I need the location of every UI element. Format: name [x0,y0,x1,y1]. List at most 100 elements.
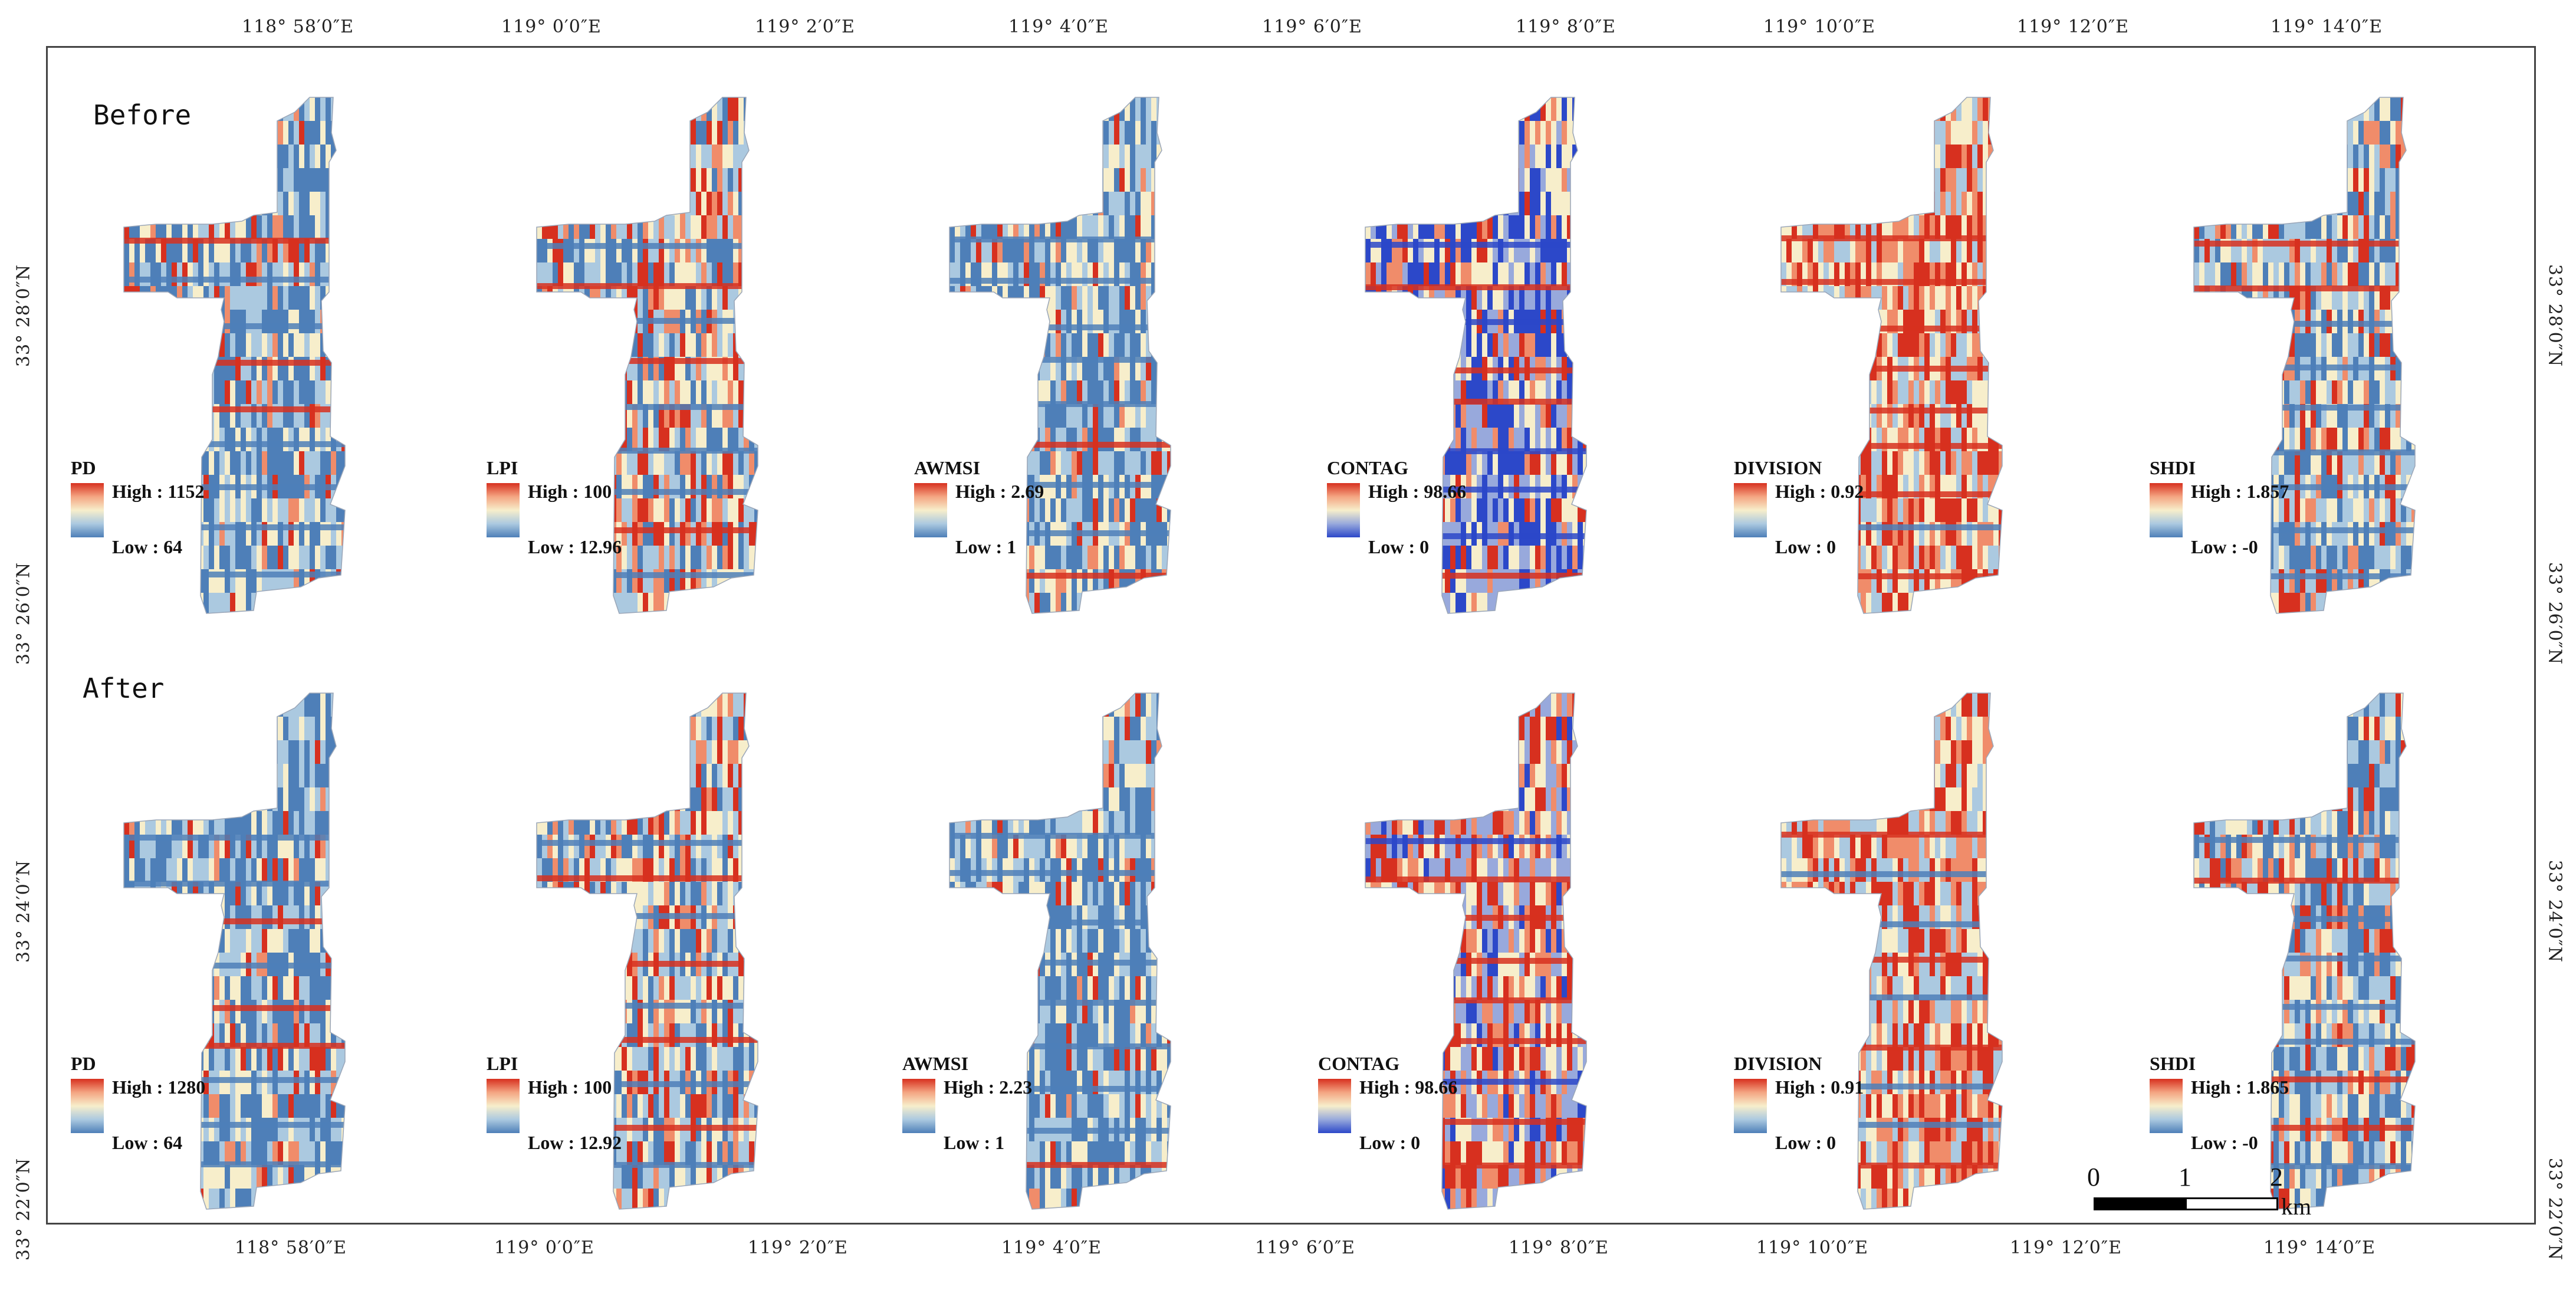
map-after-awmsi [949,692,1171,1210]
bottom-tick-label: 119° 14′0″E [2263,1238,2375,1258]
legend-low: Low : 0 [1775,1132,1836,1153]
legend-low: Low : 64 [112,536,183,557]
map-after-pd [123,692,346,1210]
legend-after-division: DIVISION High : 0.91 Low : 0 [1734,1053,1923,1153]
legend-low: Low : -0 [2191,536,2258,557]
left-tick-label: 33° 28′0″N [13,264,34,367]
legend-high: High : 2.69 [955,481,1044,502]
map-before-awmsi [949,97,1171,614]
color-ramp [1734,1079,1767,1133]
legend-high: High : 100 [528,481,612,502]
legend-low: Low : 12.96 [528,536,622,557]
legend-title: SHDI [2150,1053,2196,1074]
bottom-tick-label: 119° 6′0″E [1255,1238,1355,1258]
color-ramp [2150,483,2183,537]
color-ramp [487,483,520,537]
legend-low: Low : 0 [1368,536,1430,557]
bottom-tick-label: 119° 12′0″E [2010,1238,2122,1258]
legend-low: Low : 1 [955,536,1017,557]
bottom-tick-label: 119° 0′0″E [494,1238,594,1258]
right-tick-label: 33° 24′0″N [2544,859,2565,963]
legend-low: Low : 64 [112,1132,183,1153]
scale-segment-dark [2094,1197,2187,1210]
right-tick-label: 33° 26′0″N [2544,562,2565,665]
scale-label: 0 [2087,1163,2100,1191]
left-tick-label: 33° 26′0″N [13,562,34,665]
color-ramp [1327,483,1360,537]
map-after-shdi [2193,692,2416,1210]
legend-after-awmsi: AWMSI High : 2.23 Low : 1 [902,1053,1091,1153]
map-frame [46,46,2536,1225]
top-tick-label: 119° 2′0″E [755,17,855,37]
legend-title: DIVISION [1734,1053,1822,1074]
study-area-outline [1780,692,2003,1210]
right-tick-label: 33° 28′0″N [2544,264,2565,367]
legend-before-awmsi: AWMSI High : 2.69 Low : 1 [914,457,1103,557]
color-ramp [71,1079,104,1133]
legend-title: SHDI [2150,457,2196,478]
left-tick-label: 33° 24′0″N [13,859,34,963]
legend-before-lpi: LPI High : 100 Low : 12.96 [487,457,675,557]
map-after-division [1780,692,2003,1210]
top-tick-label: 119° 14′0″E [2271,17,2383,37]
scale-label: 2 [2270,1163,2283,1191]
legend-low: Low : 0 [1359,1132,1421,1153]
legend-title: LPI [487,1053,518,1074]
legend-before-shdi: SHDI High : 1.857 Low : -0 [2150,457,2338,557]
legend-title: PD [71,457,96,478]
map-after-contag [1365,692,1587,1210]
bottom-tick-label: 118° 58′0″E [235,1238,347,1258]
legend-low: Low : 1 [944,1132,1005,1153]
color-ramp [1734,483,1767,537]
top-tick-label: 119° 4′0″E [1008,17,1109,37]
legend-before-pd: PD High : 1152 Low : 64 [71,457,259,557]
study-area-outline [2193,97,2416,614]
top-tick-label: 119° 10′0″E [1763,17,1875,37]
legend-title: DIVISION [1734,457,1822,478]
legend-high: High : 100 [528,1076,612,1098]
legend-high: High : 2.23 [944,1076,1033,1098]
study-area-outline [949,97,1171,614]
study-area-outline [1365,692,1587,1210]
legend-high: High : 1280 [112,1076,206,1098]
legend-high: High : 1.857 [2191,481,2289,502]
scale-bar: 0 1 2 km [2087,1162,2311,1220]
legend-high: High : 98.66 [1359,1076,1458,1098]
color-ramp [1318,1079,1351,1133]
study-area-outline [1780,97,2003,614]
map-after-lpi [536,692,758,1210]
top-tick-label: 119° 6′0″E [1262,17,1362,37]
study-area-outline [949,692,1171,1210]
legend-after-lpi: LPI High : 100 Low : 12.92 [487,1053,675,1153]
color-ramp [487,1079,520,1133]
top-tick-label: 119° 8′0″E [1516,17,1616,37]
scale-label: 1 [2179,1163,2191,1191]
legend-after-shdi: SHDI High : 1.865 Low : -0 [2150,1053,2338,1153]
legend-high: High : 0.92 [1775,481,1864,502]
legend-before-contag: CONTAG High : 98.66 Low : 0 [1327,457,1516,557]
study-area-outline [536,692,758,1210]
legend-after-contag: CONTAG High : 98.66 Low : 0 [1318,1053,1507,1153]
legend-high: High : 1152 [112,481,205,502]
map-before-shdi [2193,97,2416,614]
row-label-before: Before [93,99,192,131]
color-ramp [914,483,947,537]
legend-title: AWMSI [902,1053,969,1074]
legend-title: CONTAG [1327,457,1409,478]
study-area-outline [536,97,758,614]
study-area-outline [1365,97,1587,614]
bottom-tick-label: 119° 4′0″E [1001,1238,1102,1258]
legend-after-pd: PD High : 1280 Low : 64 [71,1053,259,1153]
map-before-division [1780,97,2003,614]
color-ramp [71,483,104,537]
legend-high: High : 1.865 [2191,1076,2289,1098]
color-ramp [2150,1079,2183,1133]
bottom-tick-label: 119° 10′0″E [1756,1238,1868,1258]
legend-low: Low : 12.92 [528,1132,622,1153]
study-area-outline [123,97,346,614]
legend-title: PD [71,1053,96,1074]
legend-title: LPI [487,457,518,478]
right-tick-label: 33° 22′0″N [2544,1157,2565,1261]
top-tick-label: 118° 58′0″E [242,17,354,37]
bottom-tick-label: 119° 2′0″E [748,1238,848,1258]
